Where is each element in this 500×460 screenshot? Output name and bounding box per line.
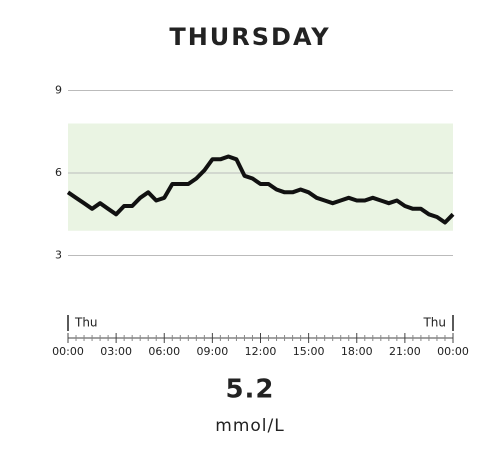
chart-title: THURSDAY	[169, 23, 330, 51]
y-tick-label: 9	[55, 84, 62, 97]
unit: mmol/L	[215, 416, 284, 436]
x-tick-label: 03:00	[100, 345, 132, 358]
x-tick-label: 00:00	[437, 345, 469, 358]
y-tick-label: 6	[55, 166, 62, 179]
x-tick-label: 09:00	[197, 345, 229, 358]
x-tick-label: 15:00	[293, 345, 325, 358]
x-tick-label: 12:00	[245, 345, 277, 358]
x-tick-label: 00:00	[52, 345, 84, 358]
current-value: 5.2	[225, 375, 274, 405]
x-tick-label: 18:00	[341, 345, 373, 358]
target-range	[68, 123, 453, 231]
x-tick-label: 06:00	[148, 345, 180, 358]
y-tick-label: 3	[55, 249, 62, 262]
day-marker-label: Thu	[422, 316, 446, 330]
x-tick-label: 21:00	[389, 345, 421, 358]
line	[66, 154, 455, 225]
day-marker-label: Thu	[74, 316, 98, 330]
